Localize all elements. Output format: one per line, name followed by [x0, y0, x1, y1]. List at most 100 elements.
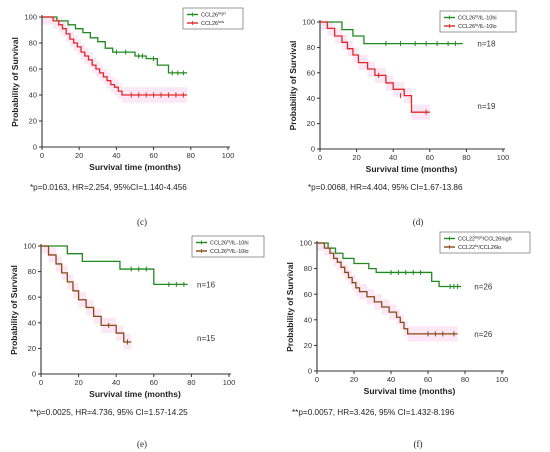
x-tick-label: 60: [150, 378, 158, 387]
legend-entry: CCL26low: [201, 19, 224, 27]
y-axis-title: Probability of Survival: [10, 37, 20, 127]
survival-curve-low: [42, 16, 188, 96]
x-tick-label: 40: [112, 378, 120, 387]
y-tick-label: 0: [32, 370, 36, 379]
x-tick-label: 20: [75, 151, 83, 160]
n-label: n=19: [477, 102, 496, 111]
survival-curve-high: [42, 16, 188, 74]
legend-box: [182, 7, 244, 30]
y-tick-label: 0: [311, 145, 315, 154]
y-tick-label: 40: [29, 91, 37, 100]
x-tick-label: 0: [40, 151, 44, 160]
x-tick-label: 100: [496, 375, 509, 384]
survival-panel-e: 0 20 40 60 80 100 0 20 40 60 80 100 Survival time (m…: [9, 235, 265, 449]
survival-curve-low: [317, 242, 458, 335]
survival-panel-f: 0 20 40 60 80 100 0 20 40 60 80 100 Survival time (m…: [285, 231, 531, 449]
panel-letter: (e): [137, 439, 147, 449]
n-label: n=18: [477, 40, 496, 49]
x-tick-label: 100: [223, 378, 236, 387]
survival-curve-high: [41, 245, 188, 286]
stats-text: *p=0.0068, HR=4.404, 95% CI=1.67-13.86: [308, 183, 463, 192]
y-tick-label: 60: [29, 65, 37, 74]
x-tick-label: 60: [424, 375, 432, 384]
x-tick-label: 80: [187, 151, 195, 160]
y-tick-label: 60: [28, 293, 36, 302]
confidence-band: [42, 17, 188, 103]
stats-text: *p=0.0163, HR=2.254, 95%CI=1.140-4.456: [30, 183, 187, 192]
survival-curve-low: [320, 21, 430, 113]
y-tick-label: 80: [28, 267, 36, 276]
y-tick-label: 40: [28, 318, 36, 327]
y-axis-title: Probability of Survival: [288, 41, 298, 131]
survival-panel-d: 0 20 40 60 80 100 0 20 40 60 80 100 Survival time (m…: [288, 10, 517, 227]
x-tick-label: 40: [112, 151, 120, 160]
legend-entry: CCL26lo/IL-10lo: [458, 22, 497, 30]
x-tick-label: 40: [389, 153, 397, 162]
x-tick-label: 60: [426, 153, 434, 162]
survival-panel-c: 0 20 40 60 80 100 0 20 40 60 80 100 Survival time (m…: [10, 7, 244, 227]
survival-curve-low: [41, 245, 132, 343]
y-axis-title: Probability of Survival: [285, 262, 295, 352]
legend-entry: CCL22lo/CCL26lo: [458, 243, 501, 251]
y-tick-label: 100: [24, 13, 37, 22]
survival-curve-high: [320, 21, 463, 45]
y-tick-label: 0: [33, 143, 37, 152]
y-tick-label: 40: [307, 94, 315, 103]
y-tick-label: 80: [304, 264, 312, 273]
x-tick-label: 20: [352, 153, 360, 162]
x-axis-title: Survival time (months): [364, 386, 456, 396]
y-tick-label: 100: [299, 239, 312, 248]
legend-box: [439, 231, 531, 254]
n-label: n=16: [197, 280, 216, 289]
y-tick-label: 20: [28, 344, 36, 353]
stats-text: **p=0.0025, HR=4.736, 95% CI=1.57-14.25: [30, 408, 188, 417]
x-tick-label: 80: [461, 375, 469, 384]
x-axis-title: Survival time (months): [366, 164, 458, 174]
y-tick-label: 20: [304, 341, 312, 350]
stats-text: **p=0.0057, HR=3.426, 95% CI=1.432-8.196: [292, 408, 455, 417]
panel-letter: (c): [137, 217, 147, 227]
x-tick-label: 40: [387, 375, 395, 384]
legend-entry: CCL22high/CCL26high: [458, 235, 512, 243]
y-tick-label: 80: [307, 43, 315, 52]
panel-letter: (d): [413, 217, 424, 227]
y-axis-title: Probability of Survival: [9, 265, 19, 355]
x-tick-label: 0: [318, 153, 322, 162]
y-tick-label: 40: [304, 315, 312, 324]
n-label: n=15: [197, 334, 216, 343]
y-tick-label: 0: [308, 367, 312, 376]
y-tick-label: 20: [307, 119, 315, 128]
y-tick-label: 80: [29, 39, 37, 48]
x-tick-label: 80: [187, 378, 195, 387]
legend-box: [439, 10, 517, 33]
x-tick-label: 20: [74, 378, 82, 387]
y-tick-label: 60: [307, 68, 315, 77]
confidence-band: [317, 243, 458, 342]
survival-curve-high: [317, 242, 462, 288]
y-tick-label: 20: [29, 117, 37, 126]
x-tick-label: 80: [462, 153, 470, 162]
legend-entry: CCL26lo/IL-10lo: [210, 247, 249, 255]
panel-letter: (f): [414, 439, 423, 449]
x-axis-title: Survival time (months): [89, 162, 181, 172]
legend-entry: CCL26high: [201, 11, 226, 19]
x-tick-label: 20: [350, 375, 358, 384]
x-tick-label: 60: [149, 151, 157, 160]
legend-entry: CCL26hi/IL-10hi: [210, 239, 249, 247]
legend-box: [191, 235, 265, 258]
legend-entry: CCL26hi/IL-10hi: [458, 14, 497, 22]
x-tick-label: 0: [39, 378, 43, 387]
x-tick-label: 0: [315, 375, 319, 384]
x-tick-label: 100: [497, 153, 510, 162]
x-axis-title: Survival time (months): [89, 389, 181, 399]
n-label: n=26: [474, 330, 493, 339]
y-tick-label: 100: [302, 18, 315, 27]
y-tick-label: 100: [23, 242, 36, 251]
y-tick-label: 60: [304, 290, 312, 299]
n-label: n=26: [474, 283, 493, 292]
